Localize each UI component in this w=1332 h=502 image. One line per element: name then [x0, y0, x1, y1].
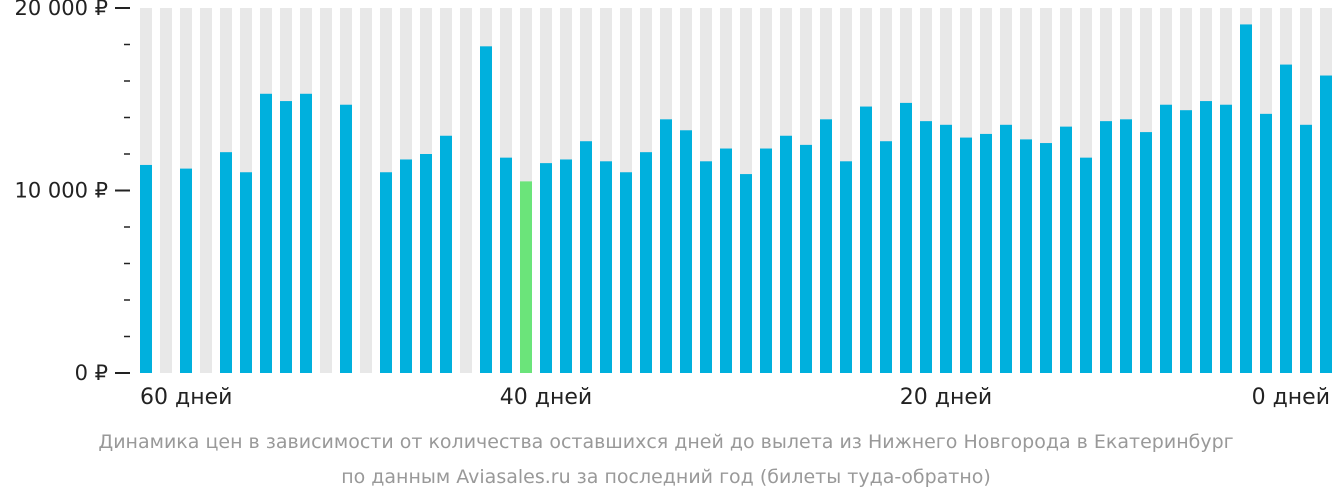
- price-bar: [620, 172, 632, 373]
- price-bar: [500, 157, 512, 373]
- price-bar: [1220, 104, 1232, 373]
- price-bar: [840, 161, 852, 373]
- chart-caption-line-1: Динамика цен в зависимости от количества…: [98, 431, 1234, 453]
- price-bar: [880, 141, 892, 373]
- price-bar: [740, 174, 752, 373]
- price-bar-chart: 20 000 ₽ 10 000 ₽ 0 ₽ 60 дней 40 дней 20 дне…: [14, 0, 1332, 410]
- price-bar: [720, 148, 732, 373]
- y-tick-label: 0 ₽: [75, 361, 108, 385]
- price-bar: [540, 163, 552, 373]
- price-bar: [1140, 132, 1152, 373]
- price-bar: [1200, 101, 1212, 373]
- price-bar: [760, 148, 772, 373]
- price-bar: [1000, 124, 1012, 373]
- price-bar: [560, 159, 572, 373]
- price-bar: [1020, 139, 1032, 373]
- price-bar: [1320, 75, 1332, 374]
- price-bar: [260, 93, 272, 374]
- price-bar: [280, 101, 292, 373]
- price-bar: [640, 152, 652, 373]
- price-bar: [380, 172, 392, 373]
- x-tick-label: 60 дней: [140, 385, 232, 410]
- price-bar: [1100, 121, 1112, 374]
- chart-caption-line-2: по данным Aviasales.ru за последний год …: [341, 466, 991, 488]
- price-bar: [1240, 24, 1252, 374]
- price-bar: [420, 154, 432, 373]
- price-bar: [940, 124, 952, 373]
- x-tick-label: 20 дней: [900, 385, 992, 410]
- price-bar: [180, 168, 192, 373]
- background-column: [200, 8, 212, 373]
- price-bar: [700, 161, 712, 373]
- price-bar: [900, 102, 912, 374]
- price-bar: [240, 172, 252, 373]
- price-bar: [140, 164, 152, 373]
- price-bars: [140, 24, 1332, 374]
- price-bar: [960, 137, 972, 373]
- price-bar: [860, 106, 872, 374]
- x-axis: 60 дней 40 дней 20 дней 0 дней: [140, 385, 1330, 410]
- price-bar: [440, 135, 452, 373]
- price-bar: [1280, 64, 1292, 373]
- price-bar: [980, 133, 992, 373]
- background-columns: [140, 8, 1332, 373]
- price-bar: [1060, 126, 1072, 373]
- price-bar: [300, 93, 312, 374]
- background-column: [160, 8, 172, 373]
- y-axis: 20 000 ₽ 10 000 ₽ 0 ₽: [14, 0, 130, 385]
- background-column: [320, 8, 332, 373]
- price-bar: [660, 119, 672, 373]
- price-bar: [1080, 157, 1092, 373]
- price-bar: [1040, 143, 1052, 373]
- price-bar: [600, 161, 612, 373]
- price-bar: [1300, 124, 1312, 373]
- x-tick-label: 40 дней: [500, 385, 592, 410]
- price-bar: [780, 135, 792, 373]
- background-column: [460, 8, 472, 373]
- price-bar: [1260, 113, 1272, 373]
- price-bar: [920, 121, 932, 374]
- price-bar: [680, 130, 692, 373]
- y-tick-label: 20 000 ₽: [14, 0, 108, 20]
- x-tick-label: 0 дней: [1252, 385, 1330, 410]
- price-bar: [800, 144, 812, 373]
- price-bar: [580, 141, 592, 373]
- price-bar: [820, 119, 832, 373]
- price-bar: [1120, 119, 1132, 373]
- price-bar-cheapest: [520, 181, 532, 373]
- price-bar: [480, 46, 492, 373]
- price-bar: [220, 152, 232, 373]
- price-bar: [1180, 110, 1192, 373]
- background-column: [360, 8, 372, 373]
- y-tick-label: 10 000 ₽: [14, 179, 108, 203]
- price-bar: [400, 159, 412, 373]
- price-bar: [340, 104, 352, 373]
- price-bar: [1160, 104, 1172, 373]
